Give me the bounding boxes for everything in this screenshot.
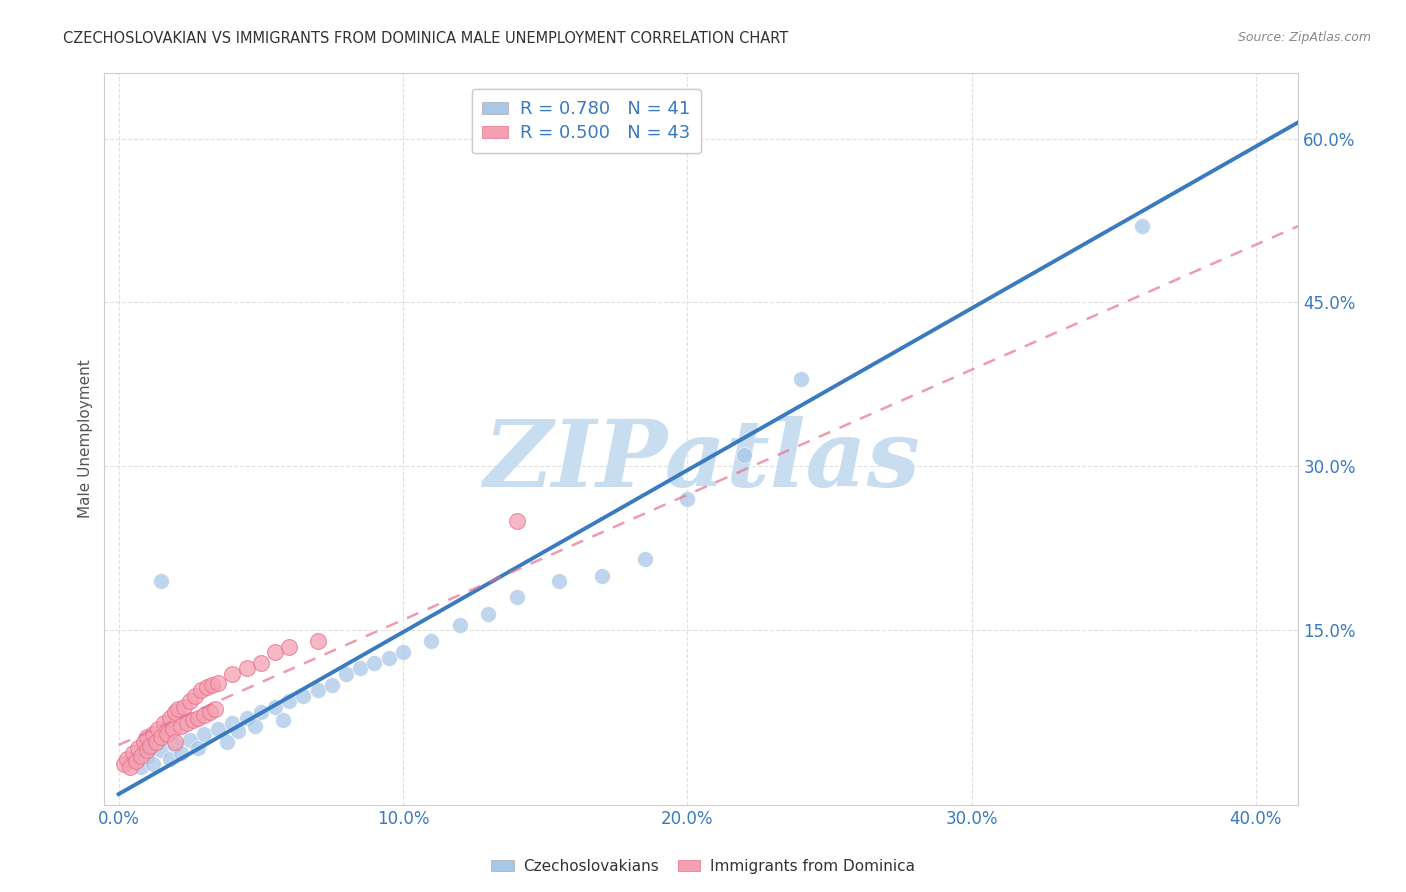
Point [150,743,173,757]
Point [204,702,226,716]
Point [115,752,138,766]
Point [249,705,271,719]
Point [124,755,146,769]
Point [134,735,156,749]
Point [181,713,204,727]
Point [349,661,371,675]
Point [162,722,184,736]
Text: CZECHOSLOVAKIAN VS IMMIGRANTS FROM DOMINICA MALE UNEMPLOYMENT CORRELATION CHART: CZECHOSLOVAKIAN VS IMMIGRANTS FROM DOMIN… [63,31,789,46]
Text: Source: ZipAtlas.com: Source: ZipAtlas.com [1237,31,1371,45]
Point [273,713,295,727]
Point [1130,219,1153,233]
Point [307,634,329,648]
Point [150,731,173,745]
Point [591,568,613,582]
Point [548,574,571,588]
Point [187,741,209,756]
Point [226,723,249,738]
Point [449,617,471,632]
Point [142,756,165,771]
Point [193,727,215,741]
Point [170,746,193,760]
Point [215,735,238,749]
Legend: R = 0.780   N = 41, R = 0.500   N = 43: R = 0.780 N = 41, R = 0.500 N = 43 [471,89,702,153]
Point [193,708,215,723]
Point [321,678,343,692]
Point [156,727,179,741]
Point [505,514,527,528]
Point [198,705,221,719]
Point [153,716,176,731]
Point [131,760,153,774]
Point [264,699,287,714]
Point [633,552,655,566]
Point [190,683,212,698]
Point [278,694,301,708]
Point [733,449,755,463]
Point [170,719,193,733]
Point [136,748,159,763]
Point [790,372,813,386]
Point [148,722,170,736]
Point [235,661,257,675]
Point [195,680,218,694]
Point [187,711,209,725]
Point [377,650,399,665]
Point [676,492,699,507]
Point [420,634,443,648]
Point [165,705,187,719]
Point [278,640,301,654]
Text: ZIPatlas: ZIPatlas [482,416,920,506]
Point [207,722,229,736]
Point [131,748,153,763]
Point [201,678,224,692]
Point [176,716,198,731]
Point [264,645,287,659]
Point [121,755,143,769]
Point [207,675,229,690]
Point [249,656,271,670]
Point [159,711,181,725]
Point [118,760,141,774]
Point [179,732,201,747]
Point [136,731,159,745]
Point [173,699,195,714]
Point [292,689,315,703]
Point [145,735,167,749]
Point [136,743,159,757]
Point [307,683,329,698]
Point [221,716,243,731]
Point [165,738,187,752]
Point [121,746,143,760]
Point [167,702,190,716]
Point [128,741,150,756]
Point [150,574,173,588]
Point [159,752,181,766]
Point [363,656,385,670]
Point [184,689,207,703]
Point [505,591,527,605]
Y-axis label: Male Unemployment: Male Unemployment [79,359,93,518]
Point [243,719,266,733]
Point [392,645,415,659]
Point [235,711,257,725]
Point [165,735,187,749]
Point [335,667,357,681]
Point [112,756,135,771]
Point [142,727,165,741]
Point [179,694,201,708]
Point [221,667,243,681]
Point [477,607,499,621]
Point [139,739,162,753]
Legend: Czechoslovakians, Immigrants from Dominica: Czechoslovakians, Immigrants from Domini… [485,853,921,880]
